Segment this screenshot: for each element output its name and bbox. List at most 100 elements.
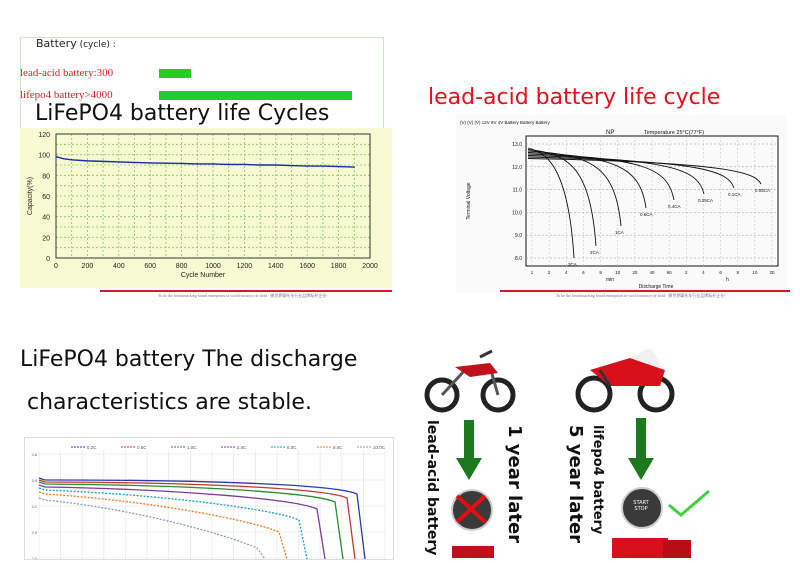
np-x-tick: 10: [752, 270, 758, 275]
np-curve: [527, 158, 762, 185]
capacity-point: [275, 164, 277, 166]
discharge-curves-panel: 0.2C 0.5C 1.0C 2.0C 5.0C 8.0C 10.0C 3.8 3.5 3.2 2.…: [24, 437, 394, 561]
discharge-title-line1: LiFePO4 battery The discharge: [20, 347, 358, 372]
np-curve-label: 0.25CA: [698, 198, 713, 203]
capacity-point: [133, 161, 136, 164]
y-tick-label: 60: [42, 194, 50, 201]
np-curve: [527, 152, 647, 209]
lifepo4-life-title: LiFePO4 battery life Cycles: [35, 101, 330, 126]
capacity-series-line: [55, 156, 355, 168]
x-axis-label: Cycle Number: [181, 272, 226, 279]
capacity-point: [118, 161, 120, 163]
capacity-point: [259, 164, 261, 166]
np-x-tick: 4: [565, 270, 568, 275]
np-curve: [527, 150, 622, 227]
np-x-tick: 10: [615, 270, 621, 275]
arrow-down-left-shaft: [464, 420, 474, 460]
np-x-tick: 8: [736, 270, 739, 275]
np-x-tick: 6: [719, 270, 722, 275]
lead-acid-years-label: 1 year later: [504, 425, 525, 544]
dis-curve: [38, 481, 344, 560]
lifepo4-cycle-label: lifepo4 battery>4000: [20, 89, 113, 101]
capacity-point: [55, 156, 57, 158]
y-axis-label: Capacity(%): [27, 177, 34, 215]
x-tick-label: 800: [176, 263, 188, 270]
dis-y-tick: 3.8: [31, 452, 37, 457]
np-x-unit-min: min: [606, 277, 614, 283]
x-tick-label: 0: [54, 263, 58, 270]
np-y-tick: 8.0: [515, 256, 522, 262]
arrow-down-right-shaft: [636, 418, 646, 460]
battery-right-image: [612, 538, 668, 558]
green-check-icon: [668, 489, 710, 517]
lead-acid-life-title: lead-acid battery life cycle: [428, 85, 721, 110]
np-chart-panel: (V) (V) (V) 12V 6V 4V Battery Battery Ba…: [456, 114, 786, 294]
lead-acid-cycle-label: lead-acid battery:300: [20, 67, 114, 79]
np-x-tick: 60: [667, 270, 673, 275]
capacity-point: [181, 162, 183, 165]
np-curve-label: 1CA: [615, 230, 624, 235]
np-curve-label: 0.05CA: [755, 188, 770, 193]
y-tick-label: 40: [42, 215, 50, 222]
x-tick-label: 600: [144, 263, 156, 270]
cycle-comparison-box: [20, 37, 384, 131]
np-x-unit-h: h: [726, 277, 729, 283]
x-tick-label: 200: [82, 263, 94, 270]
motorcycle-right-image: [575, 348, 675, 413]
legend-label: 0.2C: [87, 445, 97, 450]
np-curve: [527, 155, 705, 195]
y-tick-label: 100: [38, 153, 50, 160]
footer-text-left: To be the benchmarking brand enterprises…: [158, 293, 328, 298]
discharge-title-line2: characteristics are stable.: [20, 390, 312, 415]
capacity-point: [63, 158, 65, 160]
np-y-tick: 10.0: [512, 210, 522, 216]
np-y-axis-label: Terminal Voltage: [466, 182, 472, 219]
np-header-mid: NP: [606, 130, 614, 136]
capacity-chart: 0 200 400 600 800 1000 1200 1400 1600 1800 2000 0 20…: [27, 132, 378, 279]
dis-curve: [38, 491, 288, 560]
lead-acid-vertical-label: lead-acid battery: [424, 420, 440, 556]
np-curve-label: 0.4CA: [668, 204, 681, 209]
footer-rule-right: [500, 290, 790, 292]
lifepo4-cycle-bar: [159, 91, 352, 100]
battery-right-image-2: [663, 540, 691, 558]
dis-curve: [38, 479, 356, 560]
dis-curve: [38, 484, 326, 560]
comparison-title-suffix: (cycle) :: [79, 40, 116, 50]
discharge-curves-chart: 0.2C 0.5C 1.0C 2.0C 5.0C 8.0C 10.0C 3.8 3.5 3.2 2.…: [31, 445, 385, 561]
capacity-point: [212, 163, 214, 165]
capacity-point: [165, 162, 167, 164]
capacity-point: [353, 166, 355, 168]
capacity-point: [102, 160, 104, 162]
x-tick-label: 2000: [362, 263, 378, 270]
np-discharge-chart: (V) (V) (V) 12V 6V 4V Battery Battery Ba…: [460, 120, 779, 290]
np-x-tick: 20: [769, 270, 775, 275]
plot-frame: [55, 133, 371, 259]
motorcycle-left-image: [424, 349, 516, 413]
y-tick-label: 0: [46, 256, 50, 263]
np-x-tick: 4: [702, 270, 705, 275]
np-curve: [527, 149, 597, 247]
dis-curve: [38, 487, 308, 560]
np-header-right: Temperature 25°C(77°F): [644, 130, 704, 136]
y-tick-label: 120: [38, 132, 50, 139]
np-header-left: (V) (V) (V) 12V 6V 4V Battery Battery Ba…: [460, 120, 551, 125]
comparison-title-text: Battery: [36, 37, 77, 50]
x-tick-label: 1800: [331, 263, 347, 270]
capacity-point: [322, 165, 324, 167]
capacity-point: [149, 162, 151, 164]
red-cross-icon: [455, 494, 487, 524]
dis-y-tick: 3.5: [31, 478, 37, 483]
capacity-point: [228, 163, 230, 166]
battery-left-image: [452, 546, 494, 558]
capacity-point: [86, 160, 88, 162]
arrow-down-right-icon: [628, 458, 654, 480]
np-x-tick: 2: [685, 270, 688, 275]
np-curve-label: 0.1CA: [728, 192, 741, 197]
np-x-tick: 8: [599, 270, 602, 275]
capacity-point: [338, 165, 340, 168]
np-x-tick: 1: [531, 270, 534, 275]
dis-curve: [38, 477, 366, 560]
capacity-point: [196, 163, 198, 165]
legend-label: 0.5C: [137, 445, 147, 450]
